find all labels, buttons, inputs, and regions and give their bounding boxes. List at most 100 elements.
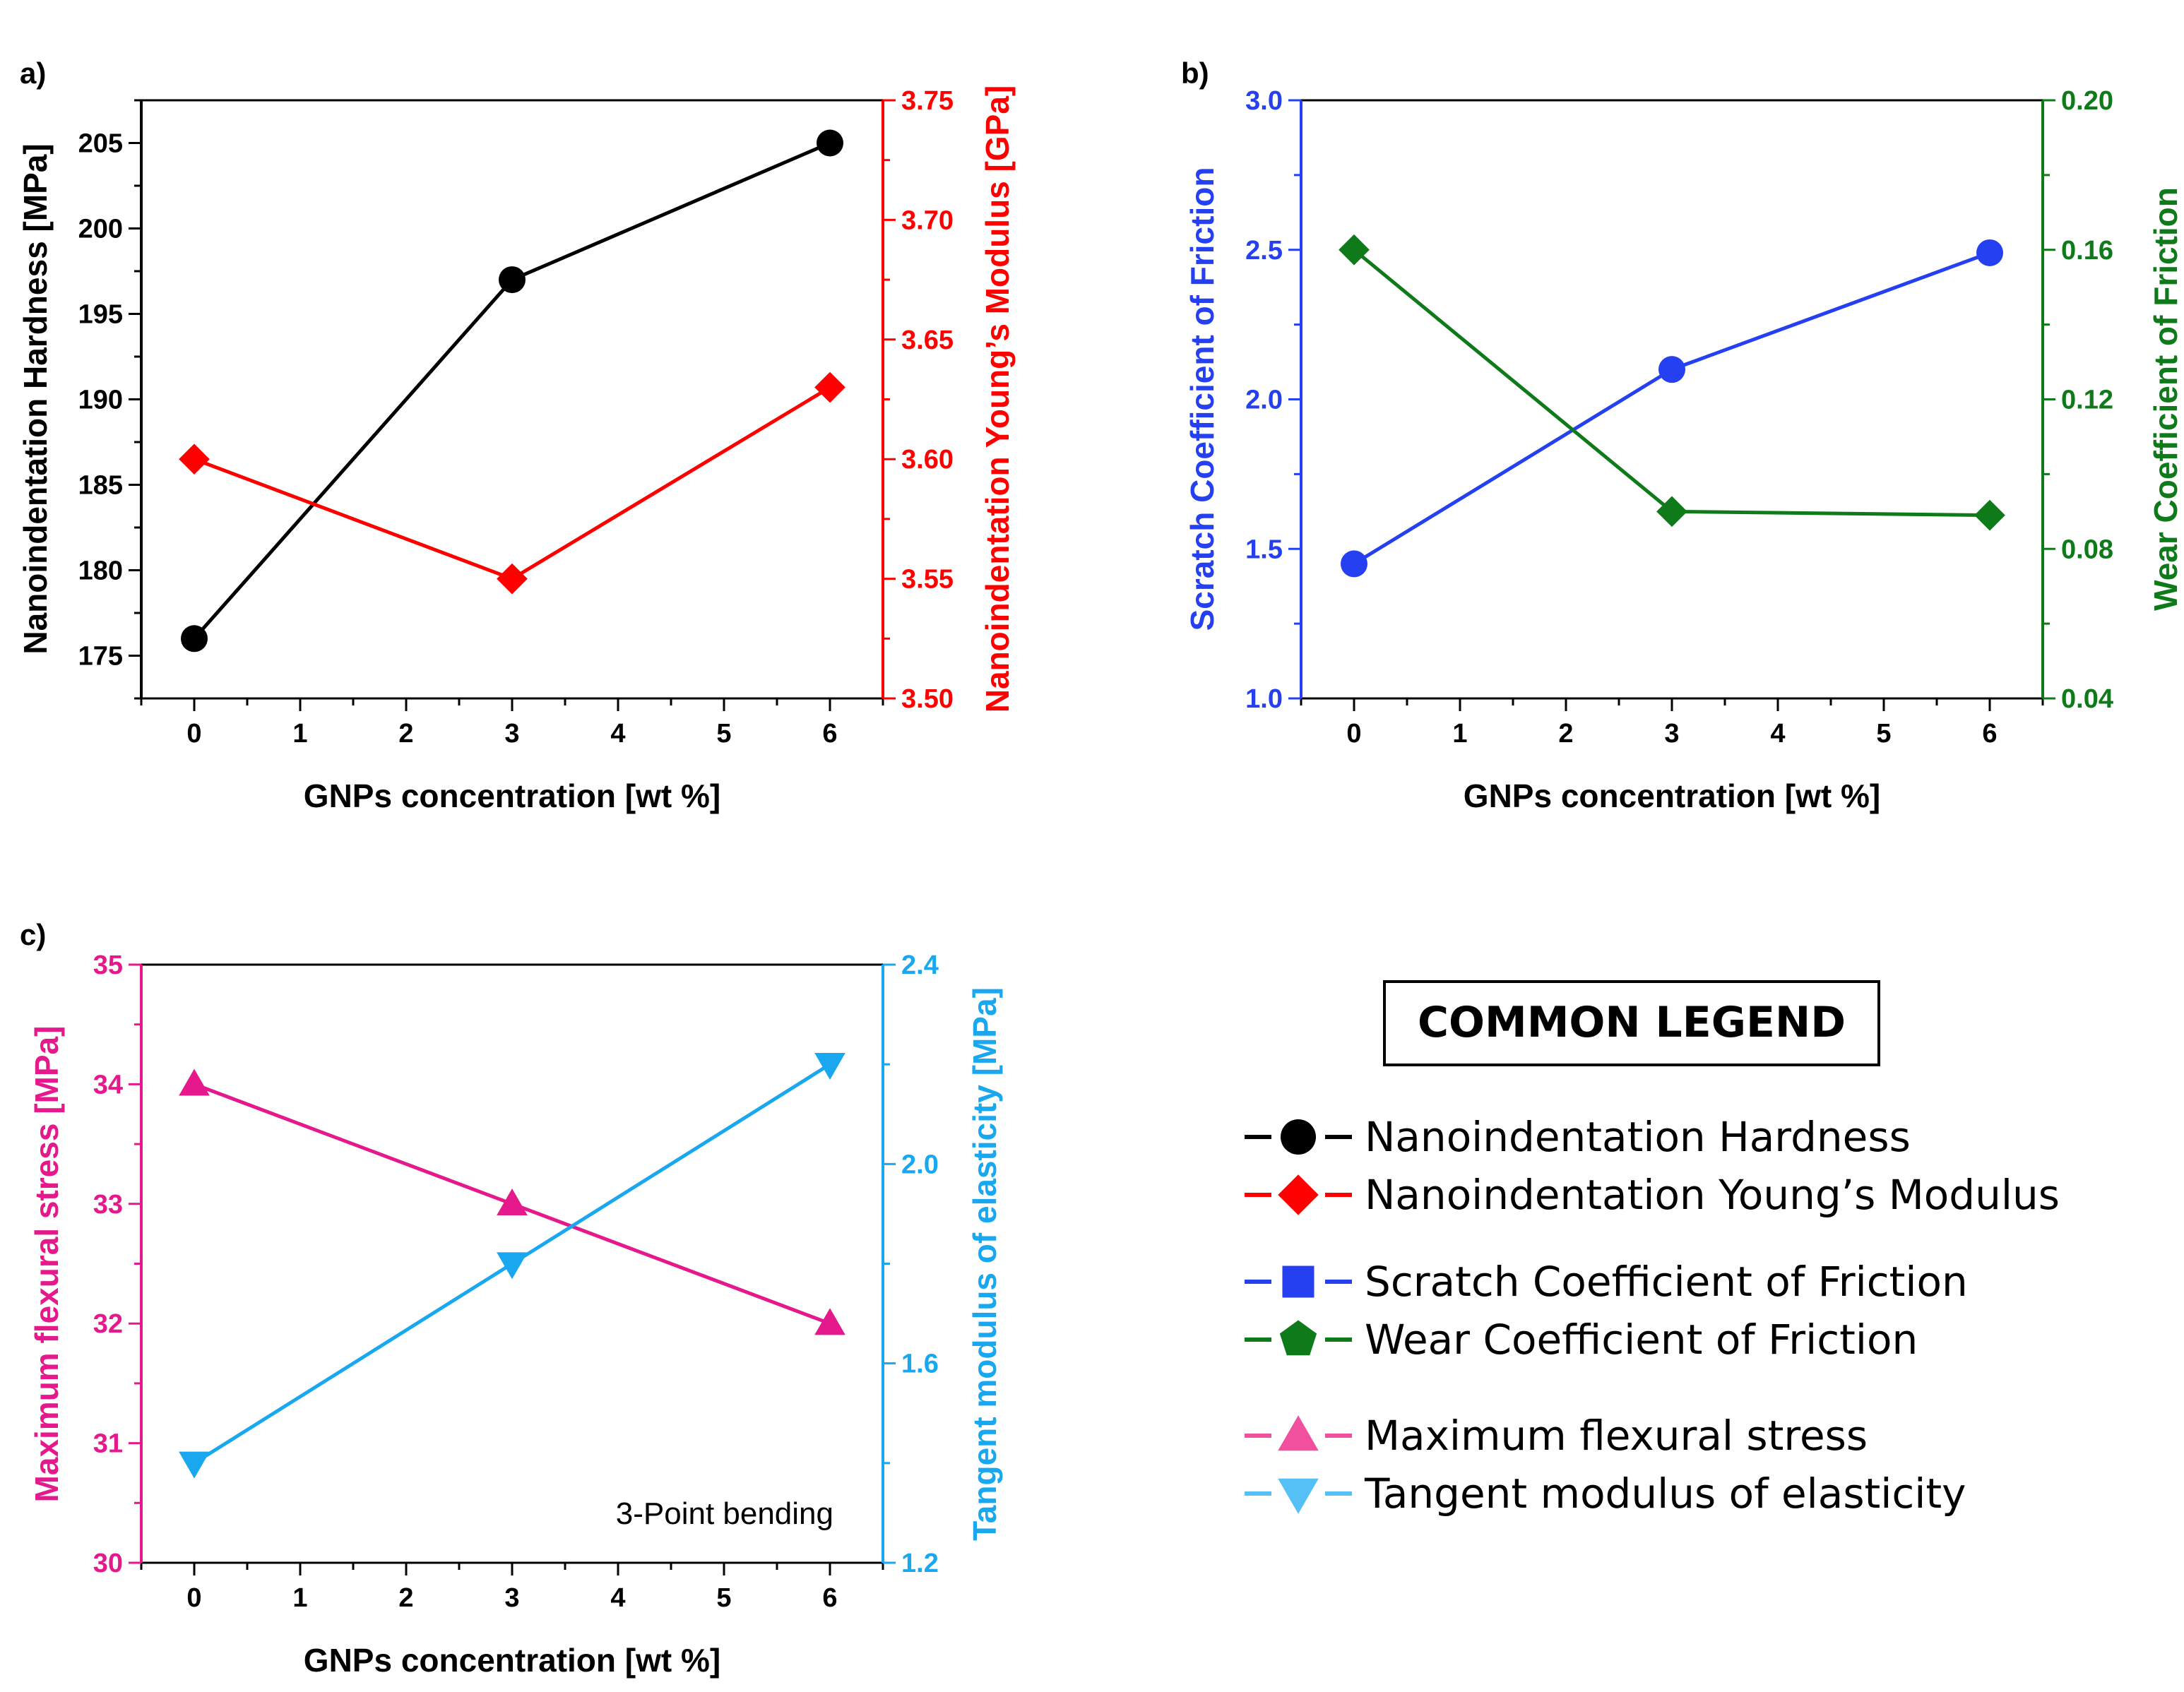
legend-entry: Scratch Coefficient of Friction xyxy=(1245,1258,1968,1306)
panel-a-left-tick-label: 195 xyxy=(78,300,123,330)
legend-marker xyxy=(1278,1415,1319,1451)
panel-b-x-tick-label: 6 xyxy=(1982,719,1997,749)
panel-b-plot: 0 1 2 3 4 5 6 1.0 1.5 2.0 2.5 3.0 0.04 0.08 0.12 0.16 0.… xyxy=(1245,86,2113,749)
panel-a-left-tick-label: 185 xyxy=(78,471,123,501)
legend-label: Scratch Coefficient of Friction xyxy=(1365,1258,1968,1306)
legend-items: Nanoindentation Hardness Nanoindentation … xyxy=(1245,1113,2060,1518)
panel-c-x-tick-label: 2 xyxy=(398,1583,413,1613)
panel-c-data-point xyxy=(814,1308,845,1335)
legend-marker xyxy=(1282,1265,1314,1298)
legend-label: Nanoindentation Hardness xyxy=(1365,1113,1911,1161)
legend-entry: Tangent modulus of elasticity xyxy=(1245,1470,1966,1518)
panel-a-right-axis-label: Nanoindentation Young’s Modulus [GPa] xyxy=(979,85,1016,713)
panel-b-left-tick-label: 2.0 xyxy=(1245,386,1283,415)
panel-b: b) 0 1 2 3 4 5 6 1.0 1.5 2.0 2.5 3.0 0.04 0.08 0.12 0.1… xyxy=(1181,56,2184,814)
panel-b-right-tick-label: 0.20 xyxy=(2061,86,2113,116)
panel-a-data-point xyxy=(181,625,208,653)
panel-a-plot: 0 1 2 3 4 5 6 175 180 185 190 195 200 205 3.50 3.55 3.60… xyxy=(78,86,954,749)
panel-a-right-tick-label: 3.55 xyxy=(901,565,954,595)
panel-c-x-tick-label: 5 xyxy=(716,1583,731,1613)
panel-b-right-axis-label: Wear Coefficient of Friction xyxy=(2147,187,2184,611)
panel-c-left-tick-label: 35 xyxy=(93,951,123,980)
legend-entry: Nanoindentation Young’s Modulus xyxy=(1245,1171,2060,1219)
panel-c-data-point xyxy=(179,1451,210,1479)
panel-a-left-tick-label: 190 xyxy=(78,386,123,415)
panel-b-frame xyxy=(1300,99,2044,700)
panel-b-right-tick-label: 0.12 xyxy=(2061,386,2113,415)
panel-b-right-tick-label: 0.16 xyxy=(2061,236,2113,266)
panel-c-data-point xyxy=(497,1188,528,1215)
panel-a-xlabel: GNPs concentration [wt %] xyxy=(304,778,720,814)
panel-a-left-axis-label: Nanoindentation Hardness [MPa] xyxy=(17,143,54,654)
panel-c-x-tick-label: 3 xyxy=(504,1583,519,1613)
panel-a-frame xyxy=(140,99,884,700)
panel-a-right-tick-label: 3.70 xyxy=(901,205,954,235)
panel-a-x-tick-label: 1 xyxy=(292,719,307,749)
panel-a-x-tick-label: 3 xyxy=(504,719,519,749)
panel-b-label: b) xyxy=(1181,56,1209,90)
panel-c-right-tick-label: 2.4 xyxy=(901,951,939,980)
legend-label: Tangent modulus of elasticity xyxy=(1364,1470,1966,1518)
legend-entry: Nanoindentation Hardness xyxy=(1245,1113,1911,1161)
panel-b-data-point xyxy=(1976,239,2003,266)
panel-c-left-tick-label: 31 xyxy=(93,1429,123,1459)
panel-c-xlabel: GNPs concentration [wt %] xyxy=(304,1642,720,1679)
panel-c-left-tick-label: 30 xyxy=(93,1549,123,1578)
panel-c-annotation: 3-Point bending xyxy=(616,1496,833,1531)
panel-c-x-tick-label: 4 xyxy=(610,1583,625,1613)
common-legend: COMMON LEGEND Nanoindentation HardnessNa… xyxy=(1245,980,2060,1518)
panel-a: a) 0 1 2 3 4 5 6 175 180 185 190 195 200 205 3.50 3.55 3… xyxy=(17,56,1016,814)
panel-a-label: a) xyxy=(20,56,46,90)
panel-b-left-tick-label: 3.0 xyxy=(1245,86,1283,116)
panel-c-left-tick-label: 33 xyxy=(93,1190,123,1220)
panel-b-data-point xyxy=(1341,550,1367,578)
panel-b-left-tick-label: 2.5 xyxy=(1245,236,1283,266)
panel-b-x-tick-label: 5 xyxy=(1876,719,1891,749)
legend-marker xyxy=(1279,1320,1317,1356)
panel-c-x-tick-label: 1 xyxy=(292,1583,307,1613)
legend-label: Maximum flexural stress xyxy=(1365,1412,1868,1460)
panel-b-x-tick-label: 2 xyxy=(1558,719,1573,749)
legend-title: COMMON LEGEND xyxy=(1418,998,1846,1047)
panel-a-x-tick-label: 4 xyxy=(610,719,625,749)
panel-a-left-tick-label: 180 xyxy=(78,556,123,586)
panel-b-left-axis-label: Scratch Coefficient of Friction xyxy=(1184,167,1221,631)
panel-a-right-tick-label: 3.65 xyxy=(901,326,954,355)
panel-b-data-point xyxy=(1656,496,1687,528)
panel-b-x-tick-label: 3 xyxy=(1664,719,1679,749)
panel-b-right-tick-label: 0.04 xyxy=(2061,684,2113,714)
legend-entry: Wear Coefficient of Friction xyxy=(1245,1316,1918,1364)
panel-b-left-tick-label: 1.5 xyxy=(1245,535,1283,564)
panel-b-x-tick-label: 1 xyxy=(1452,719,1467,749)
panel-a-left-tick-label: 175 xyxy=(78,642,123,672)
panel-b-x-tick-label: 4 xyxy=(1770,719,1785,749)
panel-c-label: c) xyxy=(20,918,46,951)
panel-b-left-tick-label: 1.0 xyxy=(1245,684,1283,714)
panel-b-xlabel: GNPs concentration [wt %] xyxy=(1464,778,1880,814)
panel-c-right-tick-label: 1.6 xyxy=(901,1350,939,1379)
panel-a-right-tick-label: 3.50 xyxy=(901,684,954,714)
panel-a-left-tick-label: 205 xyxy=(78,129,123,159)
panel-c-data-point xyxy=(814,1053,845,1080)
panel-b-data-point xyxy=(1974,499,2005,531)
panel-a-x-tick-label: 5 xyxy=(716,719,731,749)
panel-c-left-axis-label: Maximum flexural stress [MPa] xyxy=(28,1026,65,1503)
panel-b-right-tick-label: 0.08 xyxy=(2061,535,2113,564)
panel-c-right-tick-label: 2.0 xyxy=(901,1150,939,1179)
legend-entry: Maximum flexural stress xyxy=(1245,1412,1868,1460)
legend-label: Nanoindentation Young’s Modulus xyxy=(1365,1171,2060,1219)
panel-a-data-point xyxy=(814,371,845,403)
panel-a-left-tick-label: 200 xyxy=(78,215,123,244)
panel-b-data-point xyxy=(1658,356,1685,383)
panel-c-data-point xyxy=(179,1068,210,1096)
legend-marker xyxy=(1281,1119,1316,1155)
panel-b-x-tick-label: 0 xyxy=(1346,719,1361,749)
panel-b-data-point xyxy=(1339,234,1370,266)
panel-c-right-axis-label: Tangent modulus of elasticity [MPa] xyxy=(966,987,1003,1541)
legend-marker xyxy=(1278,1174,1319,1215)
panel-c-data-point xyxy=(497,1252,528,1280)
panel-a-series-line-1 xyxy=(194,386,831,581)
panel-c-left-tick-label: 34 xyxy=(93,1070,123,1100)
